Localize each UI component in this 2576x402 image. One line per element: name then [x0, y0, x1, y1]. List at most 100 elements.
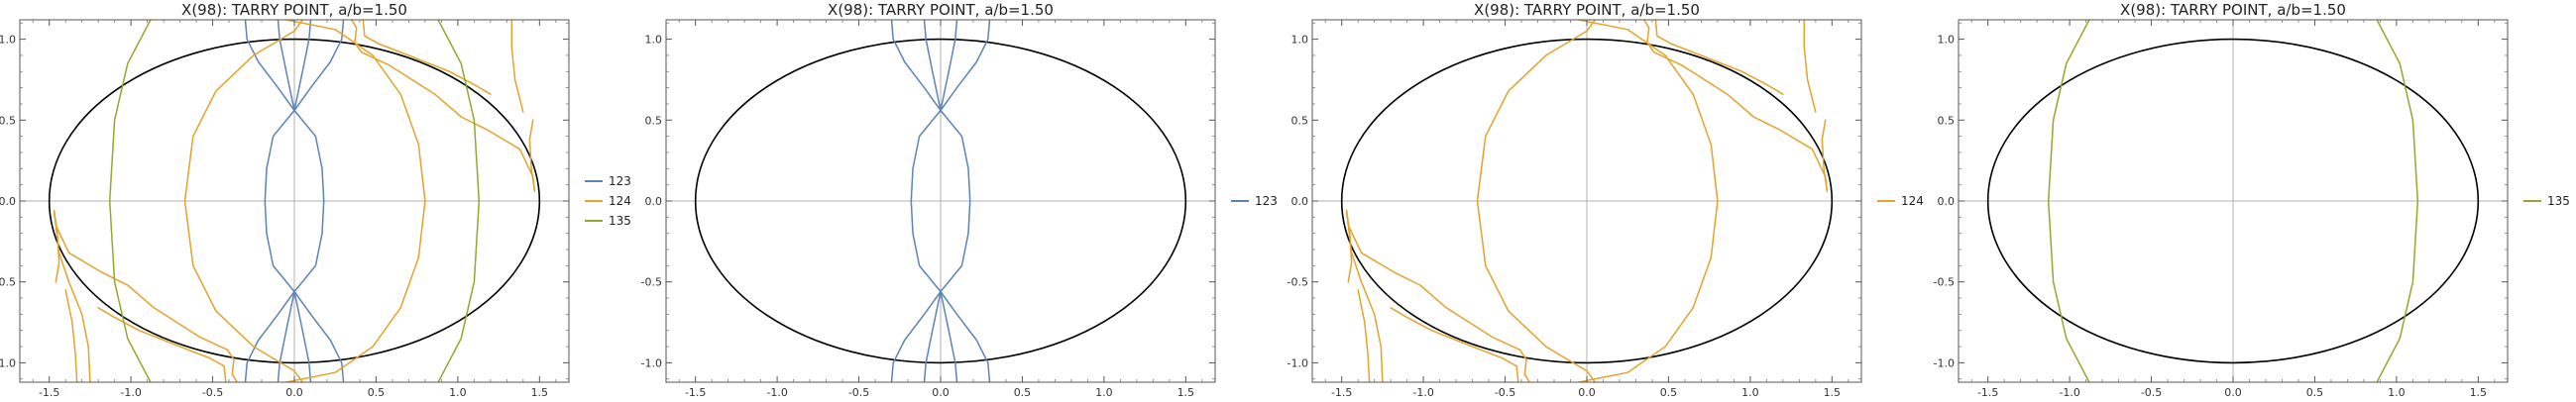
- series-124-curve: [1821, 119, 1829, 192]
- series-123-curve: [923, 290, 942, 382]
- y-tick-label: 0.5: [0, 114, 16, 127]
- ellipse-curve: [1986, 38, 2480, 364]
- x-tick-label: -1.5: [39, 386, 59, 399]
- x-tick-label: -1.0: [766, 386, 787, 399]
- chart-title: X(98): TARRY POINT, a/b=1.50: [2120, 1, 2346, 19]
- x-tick-label: 0.5: [1014, 386, 1032, 399]
- legend-label-124: 124: [1901, 194, 1924, 208]
- x-tick-label: 0.0: [1578, 386, 1596, 399]
- series-124-curve: [1357, 289, 1371, 382]
- series-123-curve: [923, 20, 942, 112]
- legend-label-123: 123: [609, 174, 631, 188]
- y-tick-label: -1.0: [1288, 356, 1308, 369]
- x-tick-label: 0.0: [285, 386, 303, 399]
- series-124-curve: [1476, 20, 1596, 382]
- y-tick-label: -1.0: [641, 356, 662, 369]
- chart-panel-4: X(98): TARRY POINT, a/b=1.50 -1.5 -1.0 -0.…: [1934, 1, 2570, 399]
- legend-label-135: 135: [2547, 194, 2570, 208]
- x-tick-label: 0.0: [2224, 386, 2242, 399]
- chart-title: X(98): TARRY POINT, a/b=1.50: [1474, 1, 1700, 19]
- series-123-curve: [890, 20, 971, 382]
- y-tick-label: 0.0: [1291, 195, 1309, 208]
- x-tick-label: 1.5: [1824, 386, 1842, 399]
- series-124-curve: [1390, 307, 1519, 382]
- x-tick-label: 1.5: [531, 386, 549, 399]
- x-tick-label: 1.0: [1741, 386, 1759, 399]
- series-135-curve: [2047, 20, 2090, 382]
- legend-label-135: 135: [609, 214, 631, 228]
- y-tick-label: 1.0: [1291, 34, 1309, 47]
- x-tick-label: 1.5: [2470, 386, 2488, 399]
- series-124-curve: [510, 20, 524, 113]
- chart-title: X(98): TARRY POINT, a/b=1.50: [828, 1, 1054, 19]
- x-tick-label: -1.0: [120, 386, 141, 399]
- series-124-curve: [1803, 20, 1817, 113]
- series-124-curve: [53, 210, 91, 382]
- chart-title: X(98): TARRY POINT, a/b=1.50: [181, 1, 407, 19]
- y-tick-label: 0.5: [1291, 114, 1309, 127]
- series-135-curve: [2376, 20, 2419, 382]
- chart-panel-2: X(98): TARRY POINT, a/b=1.50 -1.5 -1.0 -0.…: [641, 1, 1278, 399]
- y-tick-label: -1.0: [0, 356, 16, 369]
- series-123-curve: [277, 20, 295, 112]
- ellipse-curve: [1340, 38, 1834, 364]
- x-tick-label: 0.5: [368, 386, 386, 399]
- y-tick-label: -1.0: [1934, 356, 1955, 369]
- series-135-curve: [108, 20, 152, 382]
- series-123-curve: [264, 20, 345, 382]
- y-tick-label: -0.5: [0, 276, 16, 289]
- x-tick-label: -0.5: [848, 386, 869, 399]
- x-tick-label: 0.5: [2306, 386, 2324, 399]
- y-tick-label: -0.5: [1934, 276, 1955, 289]
- series-124-curve: [53, 210, 239, 382]
- x-tick-label: -0.5: [2141, 386, 2162, 399]
- x-tick-label: 1.0: [1095, 386, 1113, 399]
- y-tick-label: 0.0: [0, 195, 16, 208]
- series-123-curve: [910, 20, 991, 382]
- y-tick-label: 0.5: [645, 114, 663, 127]
- x-tick-label: -1.0: [2059, 386, 2079, 399]
- series-124-curve: [183, 20, 303, 382]
- x-tick-label: 0.5: [1660, 386, 1678, 399]
- x-tick-label: -0.5: [202, 386, 223, 399]
- x-tick-label: 0.0: [932, 386, 950, 399]
- series-124-curve: [350, 20, 536, 192]
- series-123-curve: [244, 20, 325, 382]
- series-124-curve: [1642, 20, 1829, 192]
- y-tick-label: -0.5: [1288, 276, 1308, 289]
- series-124-curve: [64, 289, 78, 382]
- series-124-curve: [362, 20, 492, 95]
- y-tick-label: 0.5: [1938, 114, 1956, 127]
- y-tick-label: 1.0: [1938, 34, 1956, 47]
- chart-panel-1: X(98): TARRY POINT, a/b=1.50 -1.5 -1.0 -0.…: [0, 1, 631, 399]
- series-124-curve: [1345, 210, 1384, 382]
- x-tick-label: -0.5: [1495, 386, 1515, 399]
- series-124-curve: [97, 307, 227, 382]
- y-tick-label: 1.0: [0, 34, 16, 47]
- series-124-curve: [1345, 210, 1531, 382]
- series-124-curve: [1654, 20, 1784, 95]
- series-123-curve: [940, 290, 958, 382]
- y-tick-label: 0.0: [645, 195, 663, 208]
- legend-label-124: 124: [609, 194, 631, 208]
- x-tick-label: -1.5: [685, 386, 706, 399]
- y-tick-label: 1.0: [645, 34, 663, 47]
- x-tick-label: 1.0: [2388, 386, 2406, 399]
- x-tick-label: -1.0: [1412, 386, 1433, 399]
- series-124-curve: [285, 20, 426, 382]
- legend-label-123: 123: [1255, 194, 1278, 208]
- series-124-curve: [1578, 20, 1719, 382]
- ellipse-curve: [694, 38, 1187, 364]
- x-tick-label: -1.5: [1331, 386, 1352, 399]
- series-124-curve: [528, 119, 536, 192]
- series-123-curve: [277, 290, 295, 382]
- x-tick-label: 1.5: [1177, 386, 1195, 399]
- series-123-curve: [940, 20, 958, 112]
- chart-panel-3: X(98): TARRY POINT, a/b=1.50 -1.5 -1.0 -0.…: [1288, 1, 1924, 399]
- x-tick-label: -1.5: [1977, 386, 1998, 399]
- y-tick-label: -0.5: [641, 276, 662, 289]
- series-123-curve: [293, 290, 312, 382]
- x-tick-label: 1.0: [449, 386, 467, 399]
- series-135-curve: [437, 20, 481, 382]
